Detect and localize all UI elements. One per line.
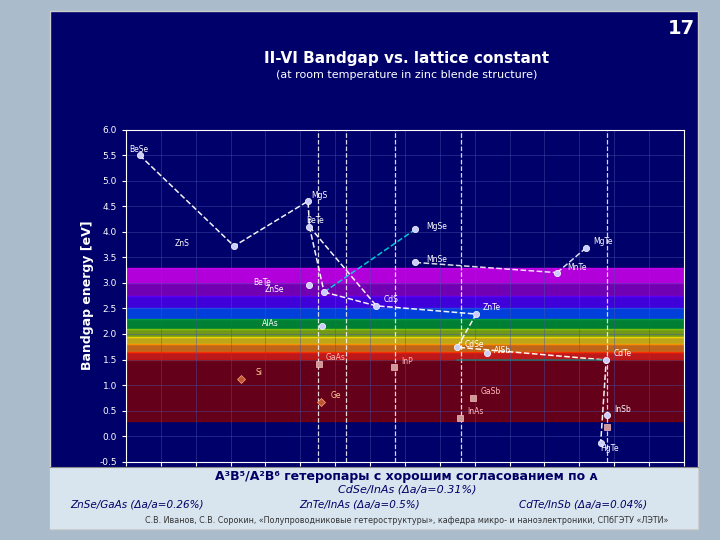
Text: InSb: InSb: [614, 404, 631, 414]
Text: CdS: CdS: [383, 295, 398, 305]
Bar: [126, 360, 684, 421]
Text: BeTe: BeTe: [306, 216, 324, 225]
Text: II-VI Bandgap vs. lattice constant: II-VI Bandgap vs. lattice constant: [264, 51, 549, 66]
Text: BeSe: BeSe: [129, 145, 148, 153]
Text: HgTe: HgTe: [600, 444, 619, 453]
Text: Ge: Ge: [331, 392, 341, 400]
Text: InAs: InAs: [467, 407, 483, 416]
Bar: [126, 336, 684, 344]
Bar: [126, 329, 684, 336]
Bar: [126, 308, 684, 319]
Text: GaAs: GaAs: [326, 353, 346, 362]
Bar: [126, 319, 684, 329]
Text: (at room temperature in zinc blende structure): (at room temperature in zinc blende stru…: [276, 70, 538, 79]
Text: AlSb: AlSb: [494, 346, 511, 355]
Text: CdTe/InSb (Δa/a=0.04%): CdTe/InSb (Δa/a=0.04%): [519, 500, 647, 509]
Text: CdSe: CdSe: [464, 340, 484, 349]
Text: ZnSe/GaAs (Δa/a=0.26%): ZnSe/GaAs (Δa/a=0.26%): [70, 500, 204, 509]
Bar: [126, 283, 684, 296]
Text: CdSe/InAs (Δa/a=0.31%): CdSe/InAs (Δa/a=0.31%): [338, 485, 476, 495]
Text: ZnTe/InAs (Δa/a=0.5%): ZnTe/InAs (Δa/a=0.5%): [300, 500, 420, 509]
Bar: [126, 267, 684, 283]
Text: MgTe: MgTe: [593, 237, 613, 246]
Text: С.В. Иванов, С.В. Сорокин, «Полупроводниковые гетероструктуры», кафедра микро- и: С.В. Иванов, С.В. Сорокин, «Полупроводни…: [145, 516, 668, 525]
Text: ZnS: ZnS: [175, 239, 189, 248]
Text: 17: 17: [667, 19, 695, 38]
Text: Si: Si: [256, 368, 262, 377]
Text: ZnTe: ZnTe: [483, 303, 501, 313]
Text: ZnSe: ZnSe: [265, 285, 284, 294]
Text: A³B⁵/A²B⁶ гетеропары с хорошим согласованием по ᴀ: A³B⁵/A²B⁶ гетеропары с хорошим согласова…: [215, 470, 598, 483]
Text: AlAs: AlAs: [262, 319, 279, 328]
Bar: [126, 296, 684, 308]
Bar: [126, 344, 684, 352]
Text: MgSe: MgSe: [426, 222, 447, 231]
Bar: [126, 352, 684, 360]
Text: GaSb: GaSb: [480, 387, 500, 396]
Text: MnTe: MnTe: [567, 263, 587, 272]
Text: MnSe: MnSe: [426, 255, 447, 265]
Text: CdTe: CdTe: [613, 349, 631, 359]
Text: InP: InP: [401, 356, 413, 366]
Text: MgS: MgS: [312, 191, 328, 200]
X-axis label: Lattice constant a   [Å]: Lattice constant a [Å]: [324, 485, 486, 499]
Text: BeTe: BeTe: [253, 279, 271, 287]
Y-axis label: Bandgap energy [eV]: Bandgap energy [eV]: [81, 221, 94, 370]
